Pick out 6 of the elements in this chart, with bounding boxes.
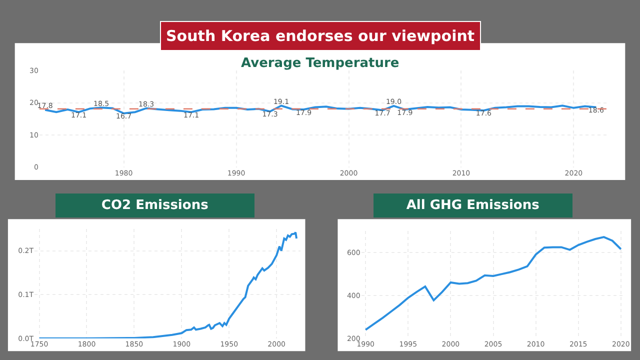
text: South Korea endorses our viewpoint (166, 27, 475, 45)
chart-title: CO2 Emissions (101, 198, 209, 213)
line-series (364, 236, 622, 331)
chart-title: All GHG Emissions (406, 198, 540, 213)
line-series (38, 231, 298, 338)
chart-title: Average Temperature (241, 56, 400, 71)
